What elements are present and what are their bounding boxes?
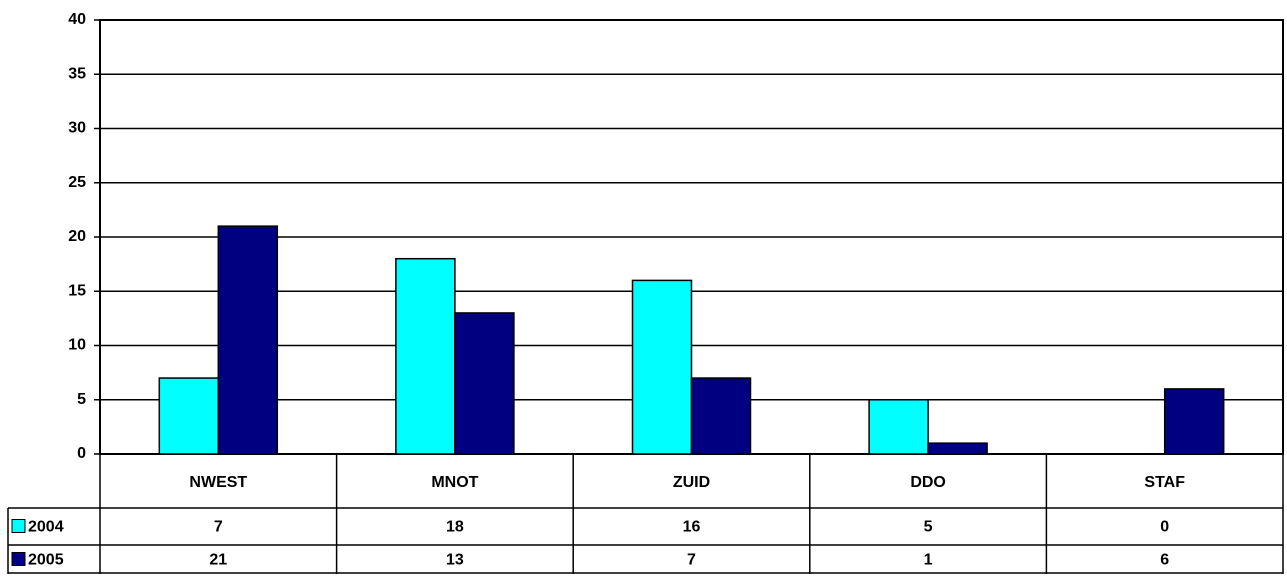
y-tick-label: 0 xyxy=(77,445,86,462)
bar xyxy=(690,377,752,455)
y-tick-label: 40 xyxy=(68,11,86,28)
bar xyxy=(1163,388,1225,455)
table-value: 1 xyxy=(924,552,933,569)
bar xyxy=(631,279,693,455)
legend-key xyxy=(11,519,26,533)
bar xyxy=(868,399,929,455)
table-value: 16 xyxy=(683,519,701,536)
bar xyxy=(454,312,515,455)
x-tick-label: ZUID xyxy=(673,474,710,491)
table-value: 7 xyxy=(687,552,696,569)
x-tick-label: NWEST xyxy=(189,474,247,491)
y-tick-label: 25 xyxy=(68,174,86,191)
legend-label: 2005 xyxy=(28,552,64,569)
y-tick-label: 20 xyxy=(68,228,86,245)
y-tick-label: 30 xyxy=(68,120,86,137)
table-value: 13 xyxy=(446,552,464,569)
table-value: 21 xyxy=(209,552,227,569)
bar xyxy=(395,257,456,455)
bar xyxy=(217,225,279,455)
y-tick-label: 15 xyxy=(68,282,86,299)
bar xyxy=(927,442,988,455)
legend-key xyxy=(11,552,26,566)
x-tick-label: MNOT xyxy=(431,474,478,491)
table-value: 0 xyxy=(1160,519,1169,536)
table-value: 6 xyxy=(1160,552,1169,569)
y-tick-label: 5 xyxy=(77,391,86,408)
bar xyxy=(158,377,220,455)
table-value: 7 xyxy=(214,519,223,536)
x-tick-label: STAF xyxy=(1144,474,1185,491)
y-tick-label: 10 xyxy=(68,337,86,354)
table-value: 5 xyxy=(924,519,933,536)
table-value: 18 xyxy=(446,519,464,536)
x-tick-label: DDO xyxy=(910,474,946,491)
legend-label: 2004 xyxy=(28,519,64,536)
y-tick-label: 35 xyxy=(68,65,86,82)
